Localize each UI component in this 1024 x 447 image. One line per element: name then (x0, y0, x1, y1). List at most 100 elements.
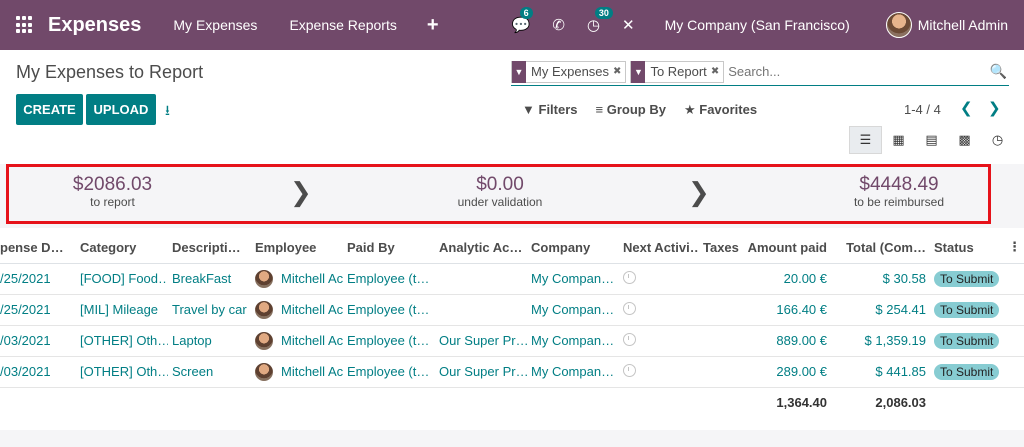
favorites-dropdown[interactable]: ★ Favorites (684, 102, 757, 118)
col-taxes[interactable]: Taxes (699, 232, 741, 264)
cell-amount: 20.00 € (741, 263, 831, 295)
user-avatar[interactable] (885, 12, 912, 38)
table-header-row: pense D… Category Descripti… Employee Pa… (0, 232, 1024, 264)
employee-avatar (255, 362, 273, 381)
cell-date: /03/2021 (0, 356, 76, 388)
cell-category: [MIL] Mileage (76, 294, 168, 326)
kanban-view-icon[interactable]: ▦ (892, 132, 905, 147)
summary-under-validation[interactable]: $0.00 under validation (440, 174, 560, 209)
activity-clock-icon[interactable] (623, 301, 636, 315)
phone-icon[interactable]: ✆ (552, 17, 565, 34)
summary-label: to be reimbursed (853, 195, 945, 209)
col-analytic-account[interactable]: Analytic Ac… (435, 232, 527, 264)
col-company[interactable]: Company (527, 232, 619, 264)
list-icon: ≡ (595, 102, 604, 117)
table-row[interactable]: /25/2021 [FOOD] Food… BreakFast Mitchell… (0, 263, 1024, 295)
cell-total: $ 30.58 (831, 263, 930, 295)
company-switcher[interactable]: My Company (San Francisco) (664, 17, 850, 33)
col-status[interactable]: Status (930, 232, 1004, 264)
facet-remove-icon[interactable]: ✖ (710, 66, 720, 77)
pager-previous-icon[interactable]: ❮ (960, 100, 973, 117)
totals-spacer (0, 387, 741, 418)
col-description[interactable]: Descripti… (168, 232, 251, 264)
cell-next-activity (619, 356, 699, 388)
facet-label: To Report (650, 64, 707, 79)
filters-dropdown[interactable]: ▼ Filters (522, 102, 578, 118)
messages-icon[interactable]: 💬 6 (512, 7, 533, 34)
cell-paid-by: Employee (t… (343, 325, 435, 357)
debug-tools-icon[interactable]: ✕ (621, 17, 635, 34)
pager-next-icon[interactable]: ❯ (988, 100, 1001, 117)
cell-paid-by: Employee (t… (343, 263, 435, 295)
employee-avatar (255, 300, 273, 319)
filter-icon: ▼ (631, 60, 646, 83)
cell-employee: Mitchell Ac (251, 294, 343, 326)
summary-to-report[interactable]: $2086.03 to report (60, 174, 165, 209)
cell-category: [OTHER] Oth… (76, 325, 168, 357)
cell-category: [FOOD] Food… (76, 263, 168, 295)
employee-name: Mitchell Ac (281, 302, 343, 317)
col-next-activity[interactable]: Next Activi… (619, 232, 699, 264)
activity-clock-icon[interactable] (623, 332, 636, 346)
table-row[interactable]: /25/2021 [MIL] Mileage Travel by car Mit… (0, 294, 1024, 326)
summary-highlight (6, 164, 991, 224)
groupby-dropdown[interactable]: ≡ Group By (596, 102, 666, 118)
facet-my-expenses: ▼ My Expenses ✖ (511, 60, 627, 83)
pivot-view-icon[interactable]: ▩ (958, 132, 971, 147)
activity-clock-icon[interactable] (623, 363, 636, 377)
graph-view-icon[interactable]: ▤ (925, 132, 938, 147)
total-total: 2,086.03 (875, 395, 926, 411)
cell-total: $ 1,359.19 (831, 325, 930, 357)
download-icon[interactable]: ⭳ (165, 102, 170, 118)
cell-description: Travel by car (168, 294, 251, 326)
table-row[interactable]: /03/2021 [OTHER] Oth… Laptop Mitchell Ac… (0, 325, 1024, 357)
quick-create-icon[interactable]: + (426, 13, 439, 36)
cell-employee: Mitchell Ac (251, 263, 343, 295)
cell-taxes (699, 294, 741, 326)
cell-company: My Compan… (527, 356, 619, 388)
star-icon: ★ (683, 102, 696, 117)
table-row[interactable]: /03/2021 [OTHER] Oth… Screen Mitchell Ac… (0, 356, 1024, 388)
cell-analytic: Our Super Pr… (435, 356, 527, 388)
cell-amount: 166.40 € (741, 294, 831, 326)
upload-button[interactable]: UPLOAD (86, 94, 156, 125)
filter-icon: ▼ (512, 60, 526, 83)
funnel-icon: ▼ (522, 102, 535, 117)
col-employee[interactable]: Employee (251, 232, 343, 264)
col-category[interactable]: Category (76, 232, 168, 264)
cell-analytic: Our Super Pr… (435, 325, 527, 357)
employee-name: Mitchell Ac (281, 364, 343, 379)
cell-spacer (1004, 294, 1024, 326)
groupby-label: Group By (606, 102, 666, 117)
cell-next-activity (619, 263, 699, 295)
status-badge: To Submit (934, 270, 1000, 287)
col-paid-by[interactable]: Paid By (343, 232, 435, 264)
menu-expense-reports[interactable]: Expense Reports (289, 17, 397, 33)
cell-date: /03/2021 (0, 325, 76, 357)
search-icon[interactable]: 🔍 (989, 63, 1007, 79)
app-brand[interactable]: Expenses (48, 13, 142, 36)
create-button[interactable]: CREATE (16, 94, 83, 125)
user-menu[interactable]: Mitchell Admin (917, 17, 1008, 33)
chevron-right-icon: ❯ (688, 177, 710, 207)
facet-remove-icon[interactable]: ✖ (613, 66, 622, 77)
facet-label: My Expenses (531, 64, 610, 79)
employee-avatar (255, 269, 273, 288)
activity-view-icon[interactable]: ◷ (991, 132, 1004, 147)
summary-to-be-reimbursed[interactable]: $4448.49 to be reimbursed (838, 174, 960, 209)
cell-taxes (699, 325, 741, 357)
col-amount-paid[interactable]: Amount paid (741, 232, 831, 264)
list-view-icon[interactable]: ☰ (849, 126, 882, 154)
activity-clock-icon[interactable]: ◷ 30 (587, 7, 613, 34)
search-input[interactable] (728, 60, 949, 83)
pager-value[interactable]: 1-4 / 4 (904, 102, 941, 117)
activity-clock-icon[interactable] (623, 270, 636, 284)
col-total[interactable]: Total (Com… (831, 232, 930, 264)
optional-columns-icon[interactable]: ⋮ (1004, 232, 1024, 264)
col-expense-date[interactable]: pense D… (0, 232, 76, 264)
total-amount-paid: 1,364.40 (776, 395, 827, 411)
menu-my-expenses[interactable]: My Expenses (173, 17, 258, 33)
cell-status: To Submit (930, 325, 1004, 357)
status-badge: To Submit (934, 301, 1000, 318)
apps-menu-icon[interactable] (16, 16, 34, 34)
